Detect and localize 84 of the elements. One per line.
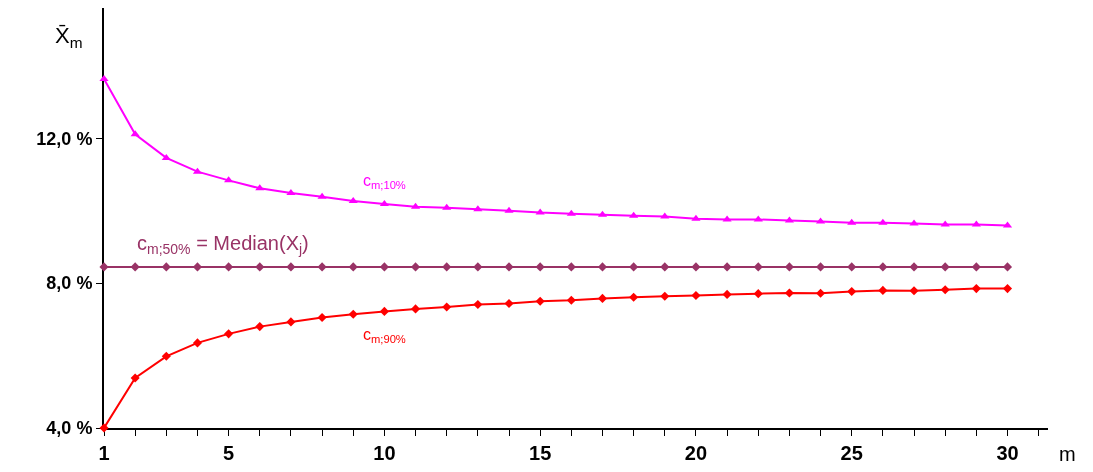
point <box>566 295 576 305</box>
point <box>255 322 265 332</box>
point <box>535 208 545 215</box>
point <box>691 214 701 221</box>
point <box>161 153 171 160</box>
point <box>99 262 109 272</box>
point <box>317 192 327 199</box>
point <box>442 203 452 210</box>
point <box>753 289 763 299</box>
point <box>411 304 421 314</box>
point <box>847 286 857 297</box>
point <box>909 286 919 296</box>
x-tick-label: 30 <box>996 442 1019 464</box>
point <box>379 306 389 316</box>
point <box>566 209 576 216</box>
point <box>660 291 670 301</box>
point <box>130 373 140 383</box>
point <box>847 218 857 225</box>
point <box>878 262 888 272</box>
point <box>847 262 857 272</box>
point <box>192 338 203 348</box>
point <box>691 262 701 272</box>
point <box>161 351 171 361</box>
point <box>629 262 639 272</box>
x-tick-label: 15 <box>529 442 552 464</box>
point <box>255 262 265 272</box>
y-axis-title: X̄$_{m}$ <box>55 23 83 51</box>
point <box>660 262 670 272</box>
point <box>691 290 701 301</box>
point <box>566 262 576 272</box>
point <box>629 292 639 302</box>
series-label: c$_{m;10%}$ <box>363 172 406 192</box>
point <box>940 262 950 272</box>
point <box>504 206 514 213</box>
point <box>348 262 358 272</box>
point <box>442 302 452 312</box>
series-label: c$_{m;90%}$ <box>363 326 406 346</box>
point <box>971 284 981 294</box>
point <box>99 74 109 81</box>
series-label: c$_{m;50%}$ = Median(X$_{j}$) <box>137 232 309 258</box>
point <box>317 313 327 323</box>
point <box>130 262 140 272</box>
point <box>660 212 670 219</box>
point <box>722 262 732 272</box>
point <box>224 329 234 339</box>
point <box>504 298 514 308</box>
point <box>99 423 109 433</box>
y-tick-label: 8,0 % <box>46 273 93 294</box>
point <box>816 288 826 298</box>
point <box>348 309 358 319</box>
point <box>722 289 732 299</box>
y-tick-label: 12,0 % <box>36 128 93 149</box>
point <box>784 288 794 298</box>
x-tick-label: 1 <box>98 442 110 464</box>
x-tick-label: 10 <box>373 442 396 464</box>
point <box>535 296 545 306</box>
point <box>909 262 919 272</box>
point <box>940 285 950 295</box>
point <box>940 220 950 227</box>
point <box>971 220 981 227</box>
point <box>971 262 981 272</box>
point <box>224 176 234 183</box>
y-tick-label: 4,0 % <box>46 418 93 439</box>
x-axis-title: m <box>1059 443 1076 465</box>
point <box>1002 284 1013 294</box>
point <box>597 293 608 303</box>
point <box>878 285 888 295</box>
point <box>317 262 327 272</box>
point <box>473 299 483 310</box>
point <box>442 262 452 272</box>
point <box>286 189 296 196</box>
x-tick-label: 20 <box>684 442 708 464</box>
x-tick-label: 25 <box>840 442 863 464</box>
point <box>161 262 171 272</box>
point <box>286 262 296 272</box>
point <box>504 262 514 272</box>
point <box>878 218 888 225</box>
x-tick-label: 5 <box>223 442 235 464</box>
point <box>535 262 545 272</box>
point <box>286 317 296 327</box>
point <box>629 211 639 218</box>
point <box>473 262 483 272</box>
point <box>753 262 763 272</box>
point <box>348 196 358 203</box>
